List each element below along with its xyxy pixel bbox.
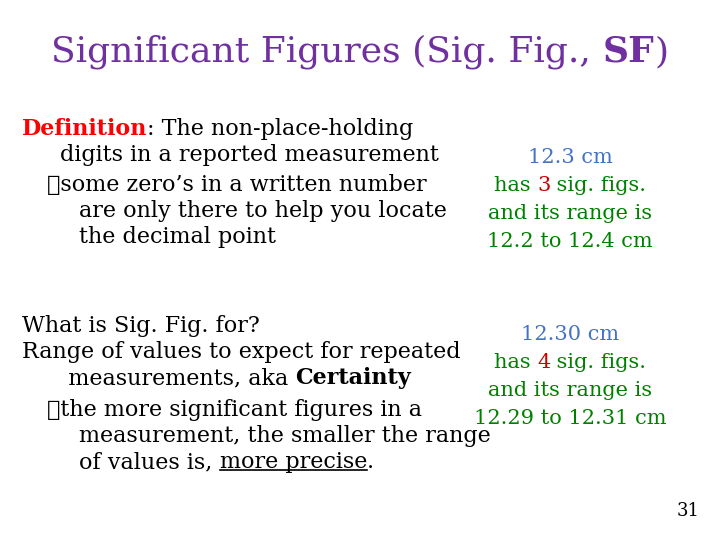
Text: ✓some zero’s in a written number: ✓some zero’s in a written number: [47, 174, 427, 196]
Text: and its range is: and its range is: [488, 204, 652, 223]
Text: Certainty: Certainty: [295, 367, 411, 389]
Text: are only there to help you locate: are only there to help you locate: [79, 200, 447, 222]
Text: 31: 31: [677, 502, 700, 520]
Text: What is Sig. Fig. for?: What is Sig. Fig. for?: [22, 315, 260, 337]
Text: digits in a reported measurement: digits in a reported measurement: [60, 144, 439, 166]
Text: SF: SF: [603, 35, 654, 69]
Text: the decimal point: the decimal point: [79, 226, 276, 248]
Text: more precise: more precise: [220, 451, 367, 473]
Text: has: has: [494, 176, 537, 195]
Text: and its range is: and its range is: [488, 381, 652, 400]
Text: sig. figs.: sig. figs.: [550, 176, 647, 195]
Text: 4: 4: [537, 353, 550, 372]
Text: measurement, the smaller the range: measurement, the smaller the range: [79, 425, 491, 447]
Text: has: has: [494, 353, 537, 372]
Text: 3: 3: [537, 176, 550, 195]
Text: ✓the more significant figures in a: ✓the more significant figures in a: [47, 399, 422, 421]
Text: measurements, aka: measurements, aka: [47, 367, 295, 389]
Text: 12.29 to 12.31 cm: 12.29 to 12.31 cm: [474, 409, 666, 428]
Text: 12.30 cm: 12.30 cm: [521, 325, 619, 344]
Text: Range of values to expect for repeated: Range of values to expect for repeated: [22, 341, 461, 363]
Text: 12.2 to 12.4 cm: 12.2 to 12.4 cm: [487, 232, 653, 251]
Text: 12.3 cm: 12.3 cm: [528, 148, 613, 167]
Text: of values is,: of values is,: [79, 451, 220, 473]
Text: sig. figs.: sig. figs.: [550, 353, 647, 372]
Text: ): ): [654, 35, 669, 69]
Text: Significant Figures (Sig. Fig.,: Significant Figures (Sig. Fig.,: [51, 35, 603, 69]
Text: .: .: [367, 451, 374, 473]
Text: Definition: Definition: [22, 118, 148, 140]
Text: : The non-place-holding: : The non-place-holding: [148, 118, 413, 140]
